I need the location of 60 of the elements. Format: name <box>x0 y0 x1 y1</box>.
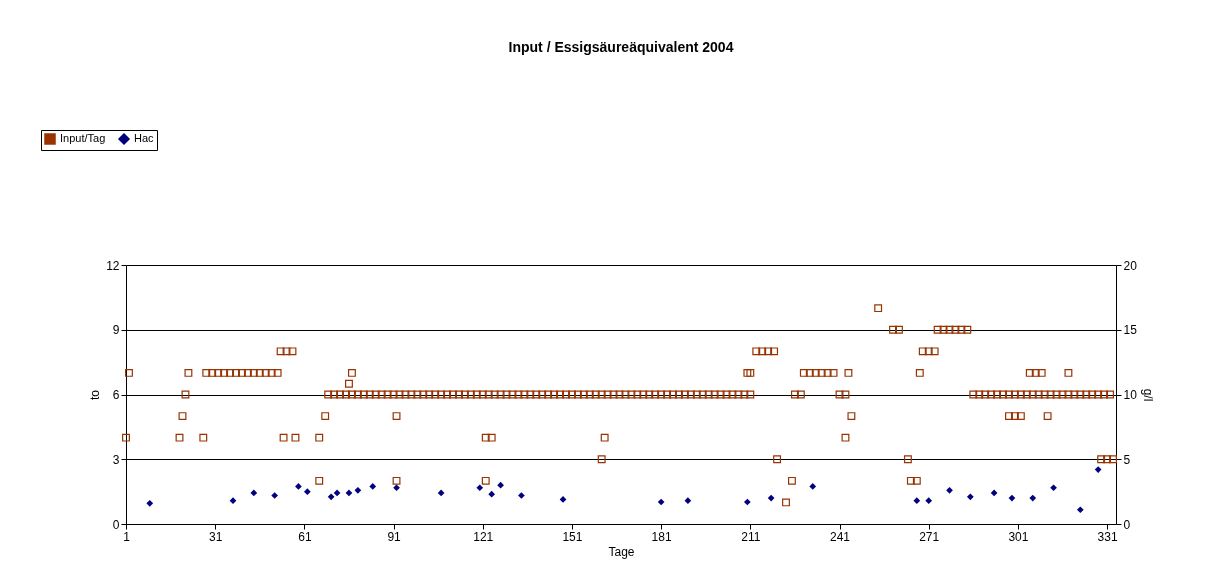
x-tick-label: 211 <box>741 529 761 544</box>
x-tick-label: 331 <box>1097 529 1118 544</box>
x-tick-label: 181 <box>651 529 672 544</box>
y2-tick-label: 15 <box>1123 323 1138 338</box>
point <box>488 490 496 498</box>
y2-axis-title: g/l <box>1140 388 1155 402</box>
point <box>345 489 353 497</box>
y2-tick-label: 0 <box>1123 517 1131 532</box>
point <box>1094 466 1102 473</box>
point <box>518 492 525 499</box>
point <box>925 497 933 505</box>
point <box>966 493 974 501</box>
y-tick-label: 6 <box>112 388 120 402</box>
point <box>744 498 751 506</box>
x-tick-label: 271 <box>919 529 940 544</box>
point <box>1008 494 1016 502</box>
x-tick-label: 121 <box>473 529 494 544</box>
point <box>354 486 362 494</box>
point <box>271 492 278 499</box>
point <box>304 488 311 495</box>
legend-label: Input/Tag <box>60 132 106 144</box>
point <box>767 494 775 502</box>
y-axis-title: to <box>88 389 103 401</box>
point <box>295 483 302 490</box>
y-tick-label: 0 <box>112 517 120 532</box>
y2-tick-label: 10 <box>1123 388 1138 402</box>
point <box>146 499 154 507</box>
point <box>437 489 445 497</box>
x-tick-label: 91 <box>387 529 402 544</box>
point <box>990 489 998 497</box>
y2-tick-label: 5 <box>1123 452 1131 467</box>
point <box>657 498 665 506</box>
legend-label: Hac <box>134 132 155 144</box>
y2-tick-label: 20 <box>1123 258 1138 273</box>
point <box>1050 484 1057 492</box>
x-tick-label: 31 <box>209 529 223 544</box>
point <box>1076 506 1084 514</box>
chart-title: Input / Essigsäureäquivalent 2004 <box>508 38 734 55</box>
point <box>333 489 341 497</box>
point <box>476 484 484 492</box>
y-tick-label: 12 <box>106 258 120 273</box>
point <box>229 497 237 505</box>
point <box>684 497 692 505</box>
point <box>809 483 817 490</box>
x-tick-label: 1 <box>123 529 131 544</box>
point <box>946 486 953 494</box>
point <box>393 484 400 492</box>
point <box>1029 494 1037 502</box>
y-tick-label: 9 <box>112 323 120 338</box>
x-tick-label: 241 <box>830 529 851 544</box>
y-tick-label: 3 <box>112 452 120 467</box>
point <box>327 493 335 501</box>
point <box>497 481 504 489</box>
point <box>913 497 921 505</box>
point <box>250 489 258 497</box>
point <box>369 483 377 490</box>
x-axis-title: Tage <box>608 544 635 559</box>
x-tick-label: 301 <box>1008 529 1029 544</box>
x-tick-label: 61 <box>298 529 312 544</box>
x-tick-label: 151 <box>562 529 583 544</box>
